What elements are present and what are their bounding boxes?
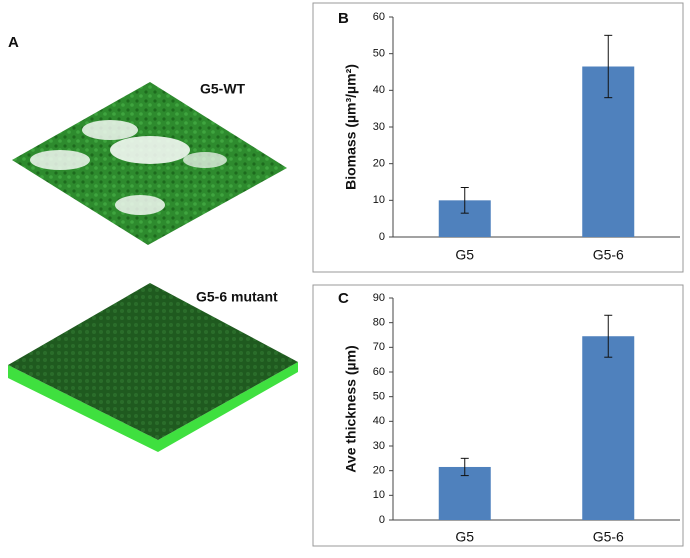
panel-label: B — [338, 10, 349, 27]
panel-frame — [312, 284, 684, 547]
x-tick-label: G5 — [455, 529, 474, 545]
y-tick-label: 50 — [373, 391, 385, 403]
y-tick-label: 30 — [373, 440, 385, 452]
y-tick-label: 60 — [373, 366, 385, 378]
y-tick-label: 60 — [373, 11, 385, 23]
y-tick-label: 30 — [373, 121, 385, 133]
y-tick-label: 50 — [373, 48, 385, 60]
panel-frame — [312, 2, 684, 273]
y-axis-title: Biomass (µm³/µm²) — [343, 64, 359, 190]
y-tick-label: 80 — [373, 317, 385, 329]
x-tick-label: G5 — [455, 247, 474, 263]
error-bar — [460, 457, 469, 477]
y-tick-label: 40 — [373, 415, 385, 427]
biofilm-image — [12, 82, 287, 245]
y-tick-label: 70 — [373, 341, 385, 353]
y-tick-label: 0 — [379, 231, 385, 243]
y-tick-label: 40 — [373, 84, 385, 96]
image-title: G5-WT — [200, 81, 246, 97]
y-tick-label: 90 — [373, 292, 385, 304]
x-tick-label: G5-6 — [593, 247, 624, 263]
error-bar — [604, 34, 613, 99]
biofilm-image — [8, 283, 298, 452]
x-tick-label: G5-6 — [593, 529, 624, 545]
y-tick-label: 20 — [373, 158, 385, 170]
y-axis-title: Ave thickness (µm) — [343, 345, 359, 472]
error-bar — [460, 187, 469, 214]
bar — [582, 336, 635, 520]
y-tick-label: 10 — [373, 194, 385, 206]
error-bar — [604, 314, 613, 358]
y-tick-label: 0 — [379, 514, 385, 526]
panel-label: C — [338, 290, 349, 307]
image-title: G5-6 mutant — [196, 289, 278, 305]
y-tick-label: 20 — [373, 465, 385, 477]
panel-label: A — [8, 34, 19, 51]
y-tick-label: 10 — [373, 489, 385, 501]
